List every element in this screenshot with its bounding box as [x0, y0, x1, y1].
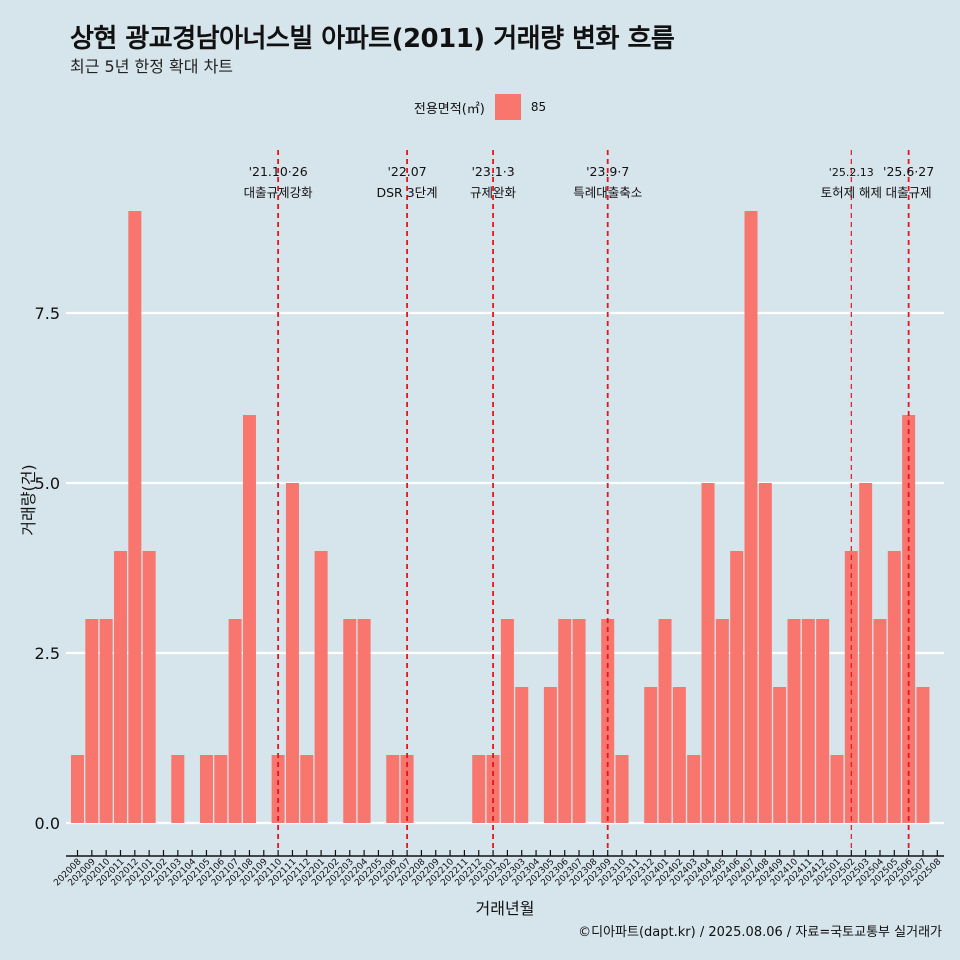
event-name-label: 대출규제 [886, 185, 932, 200]
bar [472, 755, 486, 823]
bar [773, 687, 787, 823]
bar [113, 551, 127, 823]
bar [343, 619, 357, 823]
event-date-label: '22.07 [387, 164, 426, 179]
bar [228, 619, 242, 823]
event-name-label: 규제완화 [470, 185, 517, 200]
bar [744, 211, 758, 823]
bar [386, 755, 400, 823]
bar [701, 483, 715, 823]
legend-title: 전용면적(㎡) [413, 101, 485, 117]
y-axis-title: 거래량(건) [19, 464, 38, 535]
bar [687, 755, 701, 823]
bar [758, 483, 772, 823]
bar [300, 755, 314, 823]
bar [787, 619, 801, 823]
y-tick-label: 2.5 [35, 644, 60, 663]
bar [816, 619, 830, 823]
bar [558, 619, 572, 823]
legend-item-label: 85 [530, 100, 547, 114]
event-date-label: '25.2.13 [829, 166, 874, 179]
legend-swatch [494, 94, 521, 120]
bar [715, 619, 729, 823]
x-axis-title: 거래년월 [476, 899, 535, 918]
y-tick-label: 0.0 [35, 814, 60, 833]
event-date-label: '23.9·7 [586, 164, 629, 179]
axes: 0.02.55.07.52020082020092020102020112020… [19, 304, 944, 918]
bar [873, 619, 887, 823]
event-annotations: '21.10·26 대출규제강화 '22.07 DSR 3단계 '23.1·3 규제완화 '… [244, 150, 934, 850]
bar [916, 687, 930, 823]
event-date-label: '25.6·27 [883, 164, 934, 179]
bar [887, 551, 901, 823]
legend: 전용면적(㎡) 85 [0, 94, 960, 120]
bar [242, 415, 256, 823]
event-name-label: 특례대출축소 [573, 185, 642, 200]
y-tick-label: 7.5 [35, 304, 60, 323]
bar [314, 551, 328, 823]
source-caption: ©디아파트(dapt.kr) / 2025.08.06 / 자료=국토교통부 실… [578, 925, 942, 940]
chart-title: 상현 광교경남아너스빌 아파트(2011) 거래량 변화 흐름 [70, 24, 675, 54]
bar [128, 211, 142, 823]
bar [71, 755, 84, 823]
bar [142, 551, 156, 823]
bar [615, 755, 629, 823]
bar [672, 687, 686, 823]
bar [801, 619, 815, 823]
bar [644, 687, 658, 823]
bar [543, 687, 557, 823]
bars [71, 211, 930, 823]
event-date-label: '23.1·3 [471, 164, 514, 179]
chart-subtitle: 최근 5년 한정 확대 차트 [70, 57, 234, 76]
bar [85, 619, 99, 823]
bar [572, 619, 586, 823]
bar [171, 755, 185, 823]
bar [99, 619, 113, 823]
event-name-label: 토허제 해제 [821, 185, 882, 200]
bar [830, 755, 844, 823]
bar [500, 619, 514, 823]
bar [199, 755, 213, 823]
event-name-label: 대출규제강화 [244, 185, 314, 200]
bar [214, 755, 228, 823]
event-date-label: '21.10·26 [249, 164, 308, 179]
bar [844, 551, 858, 823]
bar [859, 483, 873, 823]
bar [285, 483, 299, 823]
bar [515, 687, 529, 823]
y-tick-label: 5.0 [35, 474, 60, 493]
bar [357, 619, 371, 823]
event-name-label: DSR 3단계 [377, 185, 438, 200]
bar [730, 551, 744, 823]
bar [658, 619, 672, 823]
